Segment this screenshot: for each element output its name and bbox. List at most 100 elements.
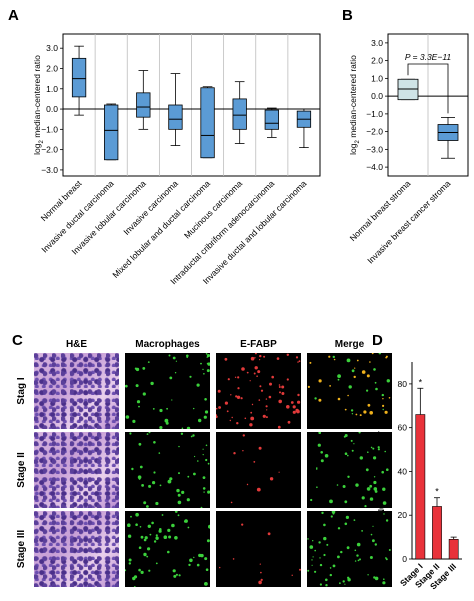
- y-tick-label: −2.0: [366, 127, 383, 137]
- speckle: [364, 505, 367, 508]
- speckle: [164, 418, 169, 423]
- category-label: Invasive breast cancer stroma: [365, 178, 452, 265]
- speckle: [206, 369, 210, 373]
- speckle: [276, 357, 280, 360]
- column-header: E-FABP: [240, 339, 277, 350]
- speckle: [318, 398, 322, 402]
- speckle: [346, 358, 351, 363]
- speckle: [355, 483, 359, 487]
- box-iqr: [264, 109, 279, 130]
- speckle: [175, 511, 178, 513]
- speckle: [354, 367, 356, 369]
- y-axis-title-part: median-centered ratio: [32, 55, 42, 140]
- speckle: [203, 491, 205, 493]
- speckle: [319, 563, 323, 567]
- speckle: [263, 355, 266, 358]
- panel-letter-a: A: [8, 7, 19, 24]
- speckle: [359, 456, 363, 460]
- speckle: [278, 399, 282, 404]
- significance-star: *: [435, 487, 439, 497]
- y-axis-title-part: median-centered ratio: [348, 55, 358, 140]
- y-tick-label: 40: [398, 466, 408, 476]
- fluorescence-speckles: [307, 353, 391, 417]
- speckle: [206, 539, 210, 543]
- speckle: [369, 497, 374, 501]
- box-iqr: [71, 57, 87, 98]
- speckle: [307, 385, 310, 388]
- speckle: [344, 434, 348, 437]
- speckle: [253, 372, 256, 375]
- speckle: [175, 360, 177, 362]
- speckle: [246, 371, 249, 374]
- speckle: [249, 423, 253, 427]
- micrograph-tile: [34, 353, 119, 429]
- speckle: [204, 582, 208, 586]
- speckle: [354, 560, 357, 562]
- speckle: [148, 569, 151, 572]
- speckle: [323, 523, 326, 527]
- speckle: [312, 540, 314, 542]
- speckle: [168, 535, 172, 539]
- speckle: [250, 411, 253, 414]
- speckle: [361, 530, 363, 532]
- speckle: [265, 405, 268, 408]
- speckle: [139, 465, 143, 469]
- panel-letter-c: C: [12, 332, 23, 349]
- speckle: [383, 513, 385, 515]
- bar: [415, 414, 426, 560]
- speckle: [367, 403, 371, 407]
- speckle: [125, 569, 127, 572]
- speckle: [150, 381, 154, 386]
- speckle: [372, 525, 374, 527]
- speckle: [269, 477, 274, 481]
- speckle: [205, 568, 209, 571]
- speckle: [278, 386, 281, 388]
- speckle: [237, 376, 240, 379]
- speckle: [171, 523, 175, 528]
- speckle: [332, 512, 335, 515]
- y-tick-label: −1.0: [41, 124, 58, 134]
- speckle: [295, 408, 299, 413]
- speckle: [246, 483, 249, 486]
- speckle: [351, 413, 354, 415]
- speckle: [258, 446, 262, 450]
- speckle: [135, 384, 139, 388]
- speckle: [350, 439, 353, 442]
- speckle: [382, 408, 384, 411]
- speckle: [177, 500, 182, 505]
- speckle: [186, 498, 190, 502]
- speckle: [267, 532, 271, 536]
- speckle: [353, 519, 356, 521]
- speckle: [207, 462, 210, 465]
- speckle: [259, 359, 261, 361]
- speckle: [127, 523, 131, 527]
- speckle: [344, 583, 346, 585]
- speckle: [242, 450, 244, 452]
- speckle: [319, 583, 322, 586]
- speckle: [176, 488, 180, 493]
- micrograph-tile: [125, 511, 210, 587]
- speckle: [373, 487, 378, 491]
- speckle: [155, 562, 158, 565]
- box-4: [168, 73, 183, 146]
- box-8: [296, 108, 312, 149]
- speckle: [299, 568, 301, 571]
- speckle: [142, 367, 146, 370]
- micrograph-tile: [307, 353, 392, 429]
- speckle: [205, 458, 208, 462]
- speckle: [357, 559, 360, 562]
- speckle: [278, 384, 281, 386]
- panel-letter-b: B: [342, 7, 353, 24]
- speckle: [314, 549, 316, 552]
- speckle: [388, 397, 391, 399]
- fluorescence-speckles: [230, 434, 280, 504]
- speckle: [177, 514, 180, 517]
- speckle: [309, 545, 314, 549]
- bar: [432, 506, 442, 560]
- speckle: [260, 389, 264, 392]
- speckle: [146, 505, 149, 508]
- speckle: [187, 475, 190, 478]
- box-iqr: [168, 104, 183, 130]
- speckle: [186, 354, 189, 358]
